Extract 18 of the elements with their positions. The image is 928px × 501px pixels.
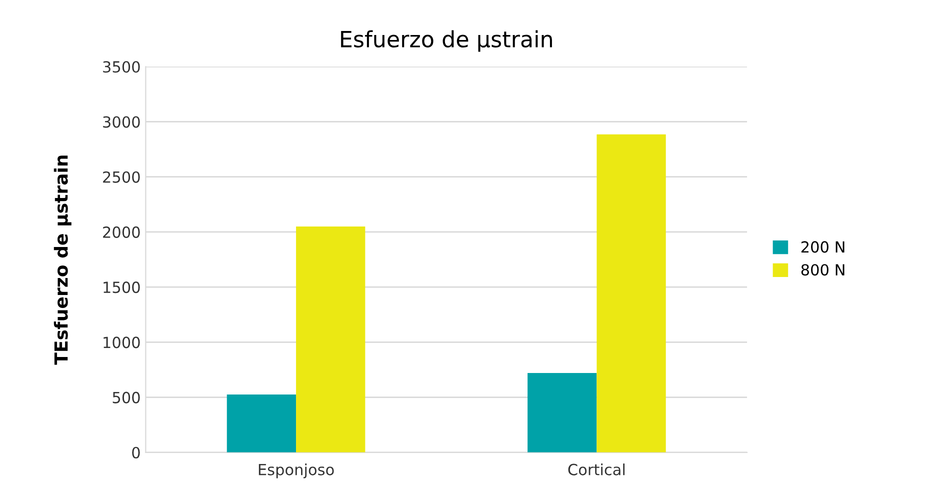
bar [528,373,597,452]
y-tick-label: 0 [132,446,140,458]
y-tick-label: 3000 [103,116,140,128]
y-tick-label: 1000 [104,336,140,348]
y-tick-label: 1500 [104,282,140,294]
y-tick-label: 2500 [103,171,140,183]
bar [226,394,296,452]
y-tick-label: 500 [112,392,140,404]
y-tick-label: 2000 [103,226,140,238]
bar [296,226,366,452]
x-tick-label: Cortical [568,464,625,476]
legend-label: 200 N [801,241,844,253]
y-tick-label: 3500 [103,61,140,73]
chart-title: Esfuerzo de µstrain [341,30,552,52]
bar [596,134,666,452]
x-tick-label: Esponjoso [258,464,334,478]
y-axis-title: TEsfuerzo de µstrain [54,156,72,365]
legend-label: 800 N [801,264,844,276]
